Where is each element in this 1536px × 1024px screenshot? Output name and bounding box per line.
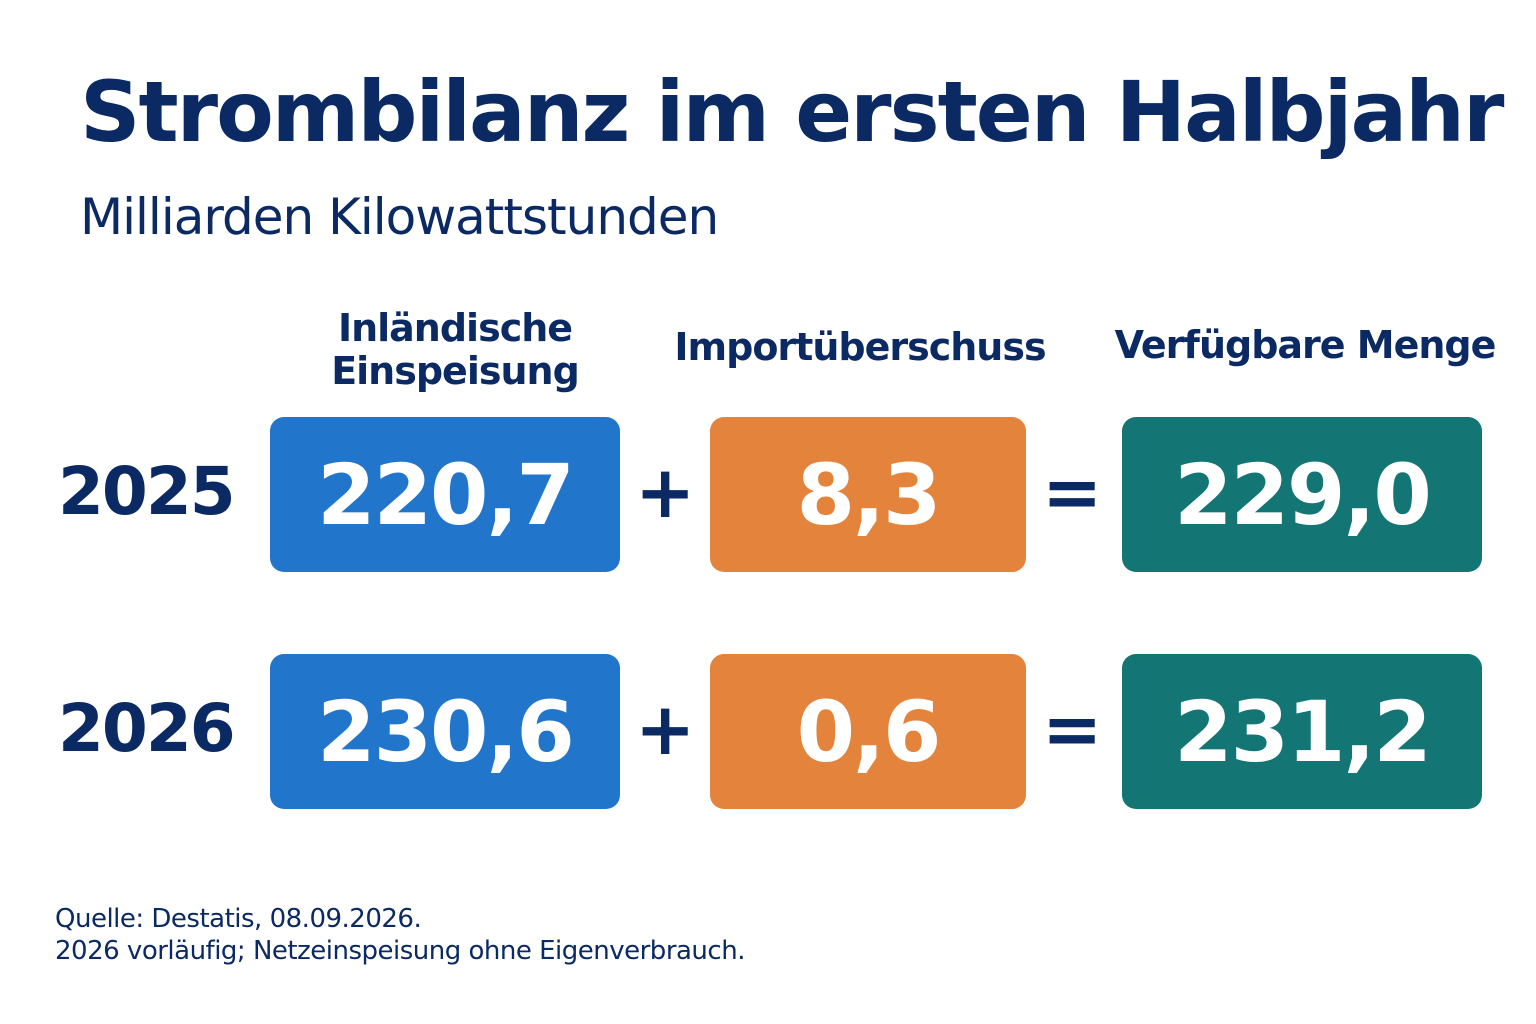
plus-operator: + [635, 450, 696, 534]
value-box-available-amount: 229,0 [1122, 417, 1482, 572]
column-header-line: Inländische [337, 306, 573, 350]
value-box-import-surplus: 0,6 [710, 654, 1026, 809]
column-header-line: Einspeisung [331, 348, 580, 393]
column-header-line: Importüberschuss [674, 325, 1046, 369]
value-box-domestic-feed-in: 220,7 [270, 417, 620, 572]
value-box-available-amount: 231,2 [1122, 654, 1482, 809]
equals-operator: = [1042, 687, 1103, 771]
source-note: Quelle: Destatis, 08.09.2026. [55, 904, 422, 934]
chart-subtitle: Milliarden Kilowattstunden [80, 188, 719, 246]
chart-title: Strombilanz im ersten Halbjahr [80, 63, 1504, 161]
equals-operator: = [1042, 450, 1103, 534]
row-year-label: 2025 [58, 453, 236, 530]
column-header-line: Verfügbare Menge [1114, 323, 1497, 367]
column-header-domestic-feed-in: Inländische Einspeisung [270, 307, 640, 392]
value-box-import-surplus: 8,3 [710, 417, 1026, 572]
column-header-import-surplus: Importüberschuss [660, 326, 1060, 369]
column-header-available-amount: Verfügbare Menge [1100, 324, 1510, 367]
value-box-domestic-feed-in: 230,6 [270, 654, 620, 809]
footnote: 2026 vorläufig; Netzeinspeisung ohne Eig… [55, 936, 745, 966]
plus-operator: + [635, 687, 696, 771]
row-year-label: 2026 [58, 690, 236, 767]
